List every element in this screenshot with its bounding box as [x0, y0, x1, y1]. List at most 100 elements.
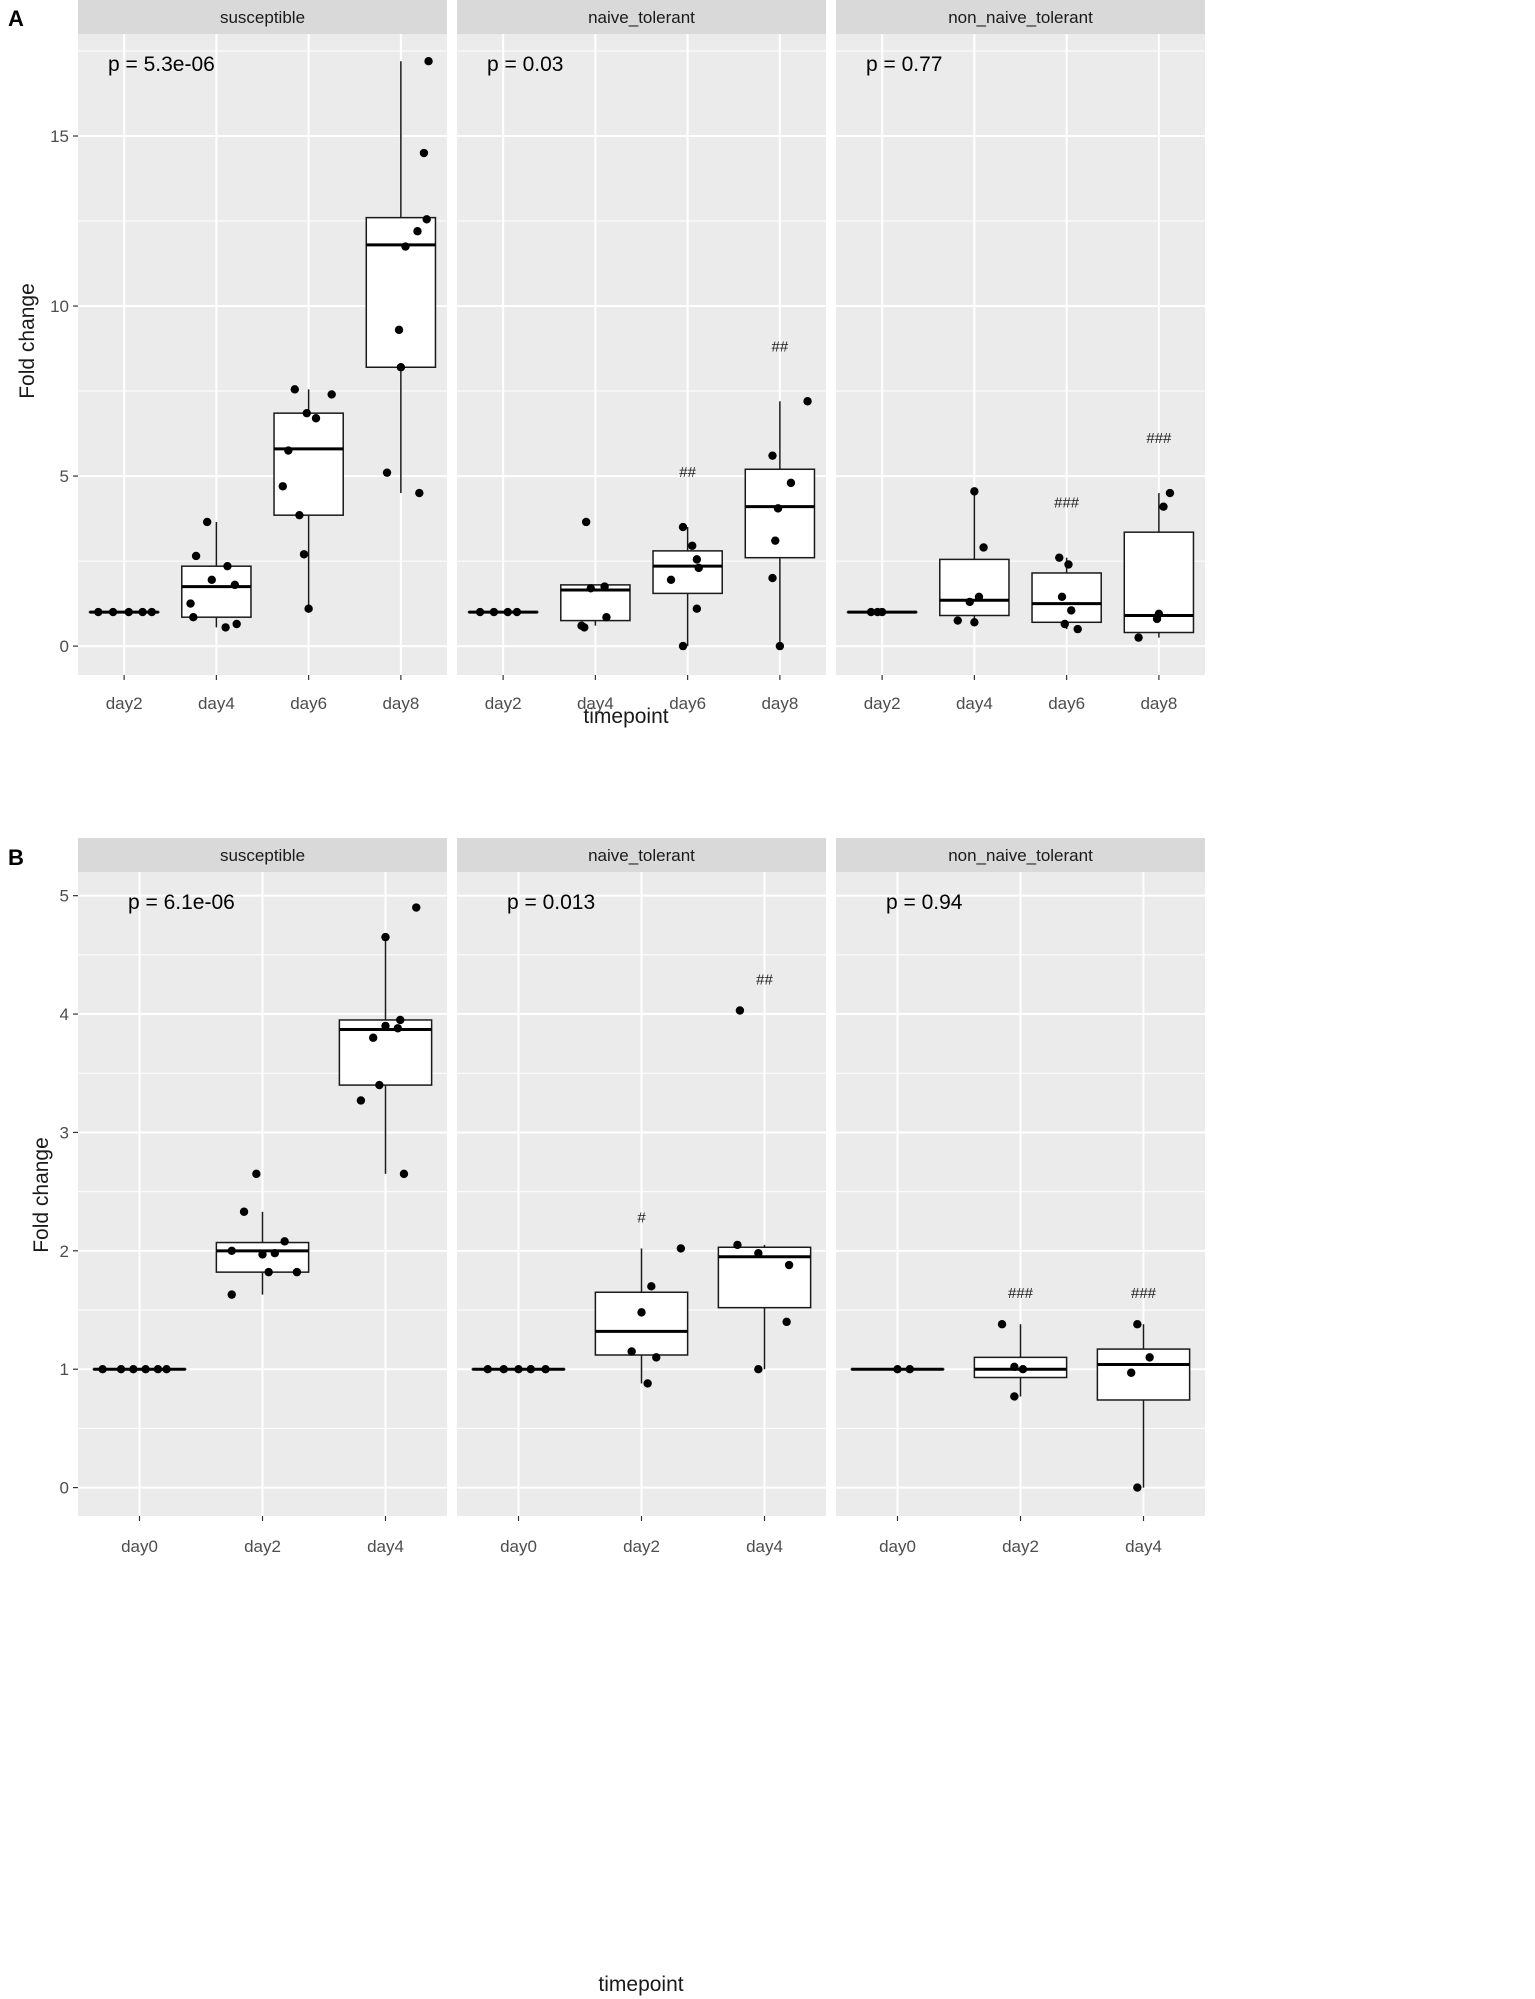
data-point — [356, 1096, 366, 1105]
data-point — [1133, 1320, 1142, 1329]
data-point — [771, 536, 780, 545]
x-tick-label: day8 — [382, 694, 419, 713]
data-point — [692, 555, 702, 564]
panel-label-A: A — [8, 6, 24, 31]
panel-A: A Fold change 0 5 10 15 timepoint susceptible da… — [8, 0, 1205, 728]
box-body — [1096, 1348, 1191, 1401]
p-value-label: p = 0.013 — [507, 891, 595, 914]
data-point — [381, 1021, 390, 1031]
data-point — [270, 1248, 279, 1258]
x-tick-label: day2 — [864, 694, 901, 713]
x-tick-label: day4 — [1125, 1537, 1162, 1556]
data-point — [965, 597, 974, 607]
data-point — [1010, 1392, 1019, 1401]
data-point — [600, 582, 609, 591]
data-point — [489, 607, 499, 617]
data-point — [1067, 606, 1076, 615]
significance-annotation: ## — [679, 464, 696, 481]
x-tick-label: day8 — [761, 694, 798, 713]
data-point — [98, 1365, 107, 1374]
p-value-label: p = 0.94 — [886, 891, 963, 914]
y-tick-label: 15 — [50, 127, 69, 146]
data-point — [637, 1308, 646, 1317]
data-point — [877, 607, 887, 617]
data-point — [1159, 502, 1168, 511]
x-tick-label: day0 — [121, 1537, 158, 1556]
facet-strip-label: non_naive_tolerant — [948, 846, 1093, 865]
box-day2: ### — [973, 1285, 1068, 1401]
significance-annotation: ## — [756, 972, 773, 989]
p-value-label: p = 5.3e-06 — [108, 53, 215, 76]
data-point — [422, 215, 431, 224]
data-point — [116, 1365, 126, 1374]
data-point — [647, 1282, 656, 1291]
data-point — [394, 325, 404, 335]
data-point — [1133, 1483, 1142, 1492]
facet-strip — [78, 838, 447, 872]
facet-strip — [836, 0, 1205, 34]
data-point — [189, 612, 198, 622]
data-point — [514, 1365, 523, 1374]
data-point — [970, 618, 979, 627]
significance-annotation: ### — [1054, 495, 1080, 512]
data-point — [129, 1365, 138, 1374]
x-tick-label: day4 — [577, 694, 614, 713]
y-tick-label: 10 — [50, 297, 69, 316]
facet-strip — [836, 838, 1205, 872]
x-tick-label: day6 — [290, 694, 327, 713]
significance-annotation: ### — [1146, 430, 1172, 447]
data-point — [768, 573, 777, 583]
y-axis-title: Fold change — [30, 1137, 53, 1253]
data-point — [369, 1033, 378, 1042]
data-point — [396, 363, 406, 372]
facet-naive_tolerant: naive_tolerant day2 day4 day6 day8 ## ## p = 0.… — [457, 0, 826, 713]
data-point — [419, 148, 429, 158]
data-point — [733, 1240, 742, 1250]
data-point — [202, 517, 212, 527]
significance-annotation: ### — [1008, 1285, 1034, 1302]
data-point — [652, 1353, 661, 1362]
x-tick-label: day0 — [879, 1537, 916, 1556]
data-point — [666, 575, 676, 584]
x-tick-label: day4 — [746, 1537, 783, 1556]
data-point — [284, 446, 293, 455]
data-point — [1057, 592, 1067, 601]
facet-strip — [457, 838, 826, 872]
data-point — [239, 1207, 249, 1216]
data-point — [1073, 624, 1082, 634]
data-point — [688, 541, 697, 550]
data-point — [124, 607, 133, 617]
data-point — [290, 385, 299, 394]
x-tick-label: day4 — [367, 1537, 404, 1556]
data-point — [503, 607, 512, 617]
facet-non_naive_tolerant: non_naive_tolerant day0 day2 day4 ### ### p = … — [836, 838, 1205, 1556]
data-point — [252, 1169, 261, 1179]
y-tick-label: 1 — [60, 1360, 69, 1379]
data-point — [162, 1365, 171, 1374]
box-day6: ## — [652, 464, 723, 651]
data-point — [311, 414, 321, 423]
box-day0 — [471, 1365, 566, 1374]
data-point — [953, 616, 962, 625]
box-day2 — [467, 607, 539, 617]
data-point — [974, 592, 984, 601]
significance-annotation: ### — [1131, 1285, 1157, 1302]
data-point — [147, 607, 156, 617]
x-tick-label: day2 — [1002, 1537, 1039, 1556]
data-point — [1064, 560, 1073, 569]
data-point — [295, 510, 304, 520]
data-point — [191, 551, 201, 561]
x-tick-label: day4 — [198, 694, 235, 713]
box-body — [744, 468, 816, 559]
facet-susceptible: susceptible day0 day2 day4 p = 6.1e-06 — [78, 838, 447, 1556]
box-day2 — [215, 1169, 310, 1299]
data-point — [775, 641, 785, 651]
x-axis-title: timepoint — [598, 1973, 683, 1996]
data-point — [678, 522, 688, 532]
data-point — [1152, 614, 1162, 624]
data-point — [643, 1379, 652, 1388]
data-point — [893, 1365, 902, 1374]
data-point — [141, 1365, 150, 1374]
